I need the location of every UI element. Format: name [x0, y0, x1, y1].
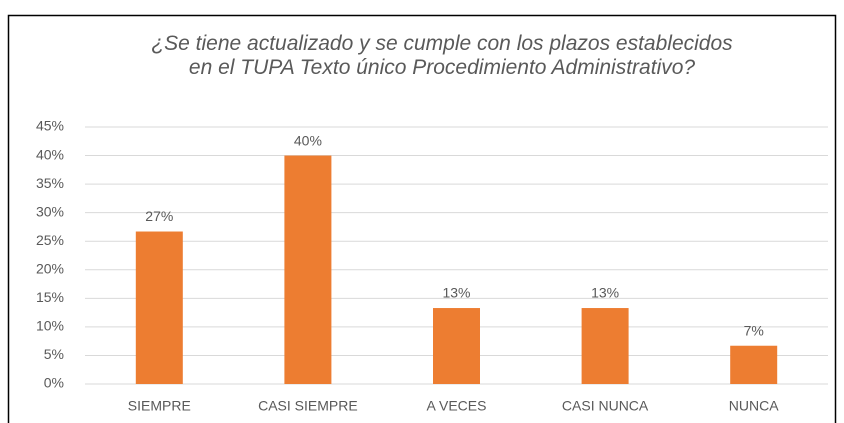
y-tick-label: 25%	[36, 232, 64, 248]
y-tick-label: 35%	[36, 175, 64, 191]
x-tick-label: SIEMPRE	[128, 398, 191, 414]
y-tick-label: 15%	[36, 289, 64, 305]
bar	[433, 308, 480, 384]
chart-title: ¿Se tiene actualizado y se cumple con lo…	[151, 32, 733, 79]
y-tick-label: 0%	[44, 375, 64, 391]
y-tick-label: 45%	[36, 118, 64, 134]
data-label: 13%	[591, 285, 619, 301]
bar	[730, 345, 778, 384]
x-tick-label: CASI NUNCA	[562, 398, 649, 414]
y-tick-label: 40%	[36, 146, 64, 162]
data-label: 27%	[145, 208, 173, 224]
data-label: 13%	[442, 285, 470, 301]
bar	[581, 308, 629, 384]
x-tick-label: CASI SIEMPRE	[258, 398, 358, 414]
y-tick-label: 20%	[36, 260, 64, 276]
y-tick-label: 10%	[36, 318, 64, 334]
data-label: 7%	[744, 322, 764, 338]
y-tick-label: 30%	[36, 203, 64, 219]
x-tick-label: A VECES	[427, 398, 487, 414]
y-tick-label: 5%	[44, 346, 64, 362]
x-tick-label: NUNCA	[729, 398, 779, 414]
chart-border	[7, 14, 837, 423]
bar	[284, 155, 332, 384]
data-label: 40%	[294, 132, 322, 148]
bar	[135, 231, 183, 384]
